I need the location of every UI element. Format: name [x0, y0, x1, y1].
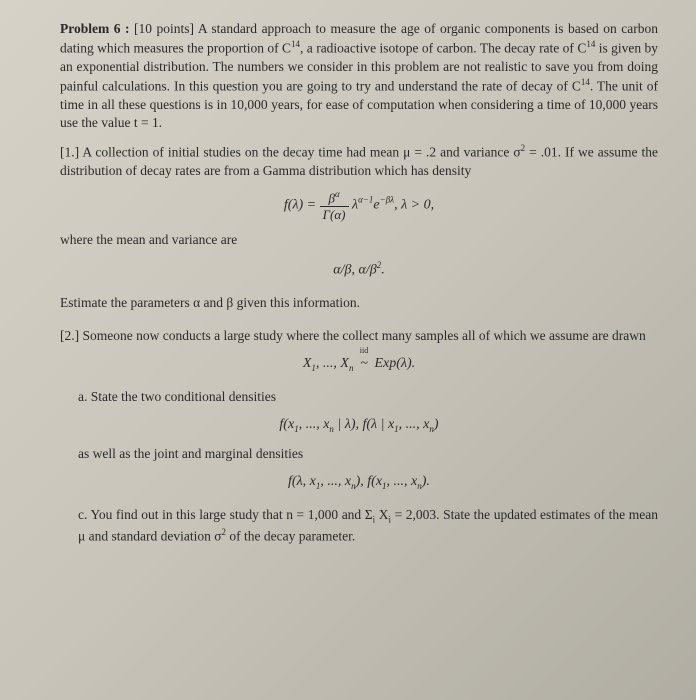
cd-4: , ..., x	[399, 417, 430, 432]
jm-4: , ..., x	[387, 474, 418, 489]
part-2c-text-1b: X	[375, 507, 388, 522]
intro-text-2: , a radioactive isotope of carbon. The d…	[300, 41, 586, 56]
part-1-label: [1.]	[60, 145, 79, 160]
part-2c-text-3: of the decay parameter.	[226, 528, 355, 543]
part-2c-text-1: You find out in this large study that n …	[90, 507, 372, 522]
sub-n: n	[349, 363, 354, 373]
problem-intro: Problem 6 : [10 points] A standard appro…	[60, 20, 658, 132]
estimate-instruction: Estimate the parameters α and β given th…	[60, 294, 658, 312]
part-2: [2.] Someone now conducts a large study …	[60, 327, 658, 345]
part-2a: a. State the two conditional densities	[78, 388, 658, 406]
tilde: ~	[360, 356, 368, 371]
mean-var-end: .	[381, 262, 385, 277]
cd-2: , ..., x	[299, 417, 330, 432]
cd-1: f(x	[279, 417, 294, 432]
c14-sup-3: 14	[581, 77, 590, 87]
mean-var-formula: α/β, α/β2.	[60, 259, 658, 281]
part-1-text-1: A collection of initial studies on the d…	[82, 145, 520, 160]
lambda-exp: α−1	[358, 195, 373, 205]
iid-label: iid	[357, 346, 371, 357]
problem-points: [10 points]	[134, 21, 194, 36]
jm-5: ).	[422, 474, 430, 489]
jm-3: ), f(x	[356, 474, 382, 489]
part-1: [1.] A collection of initial studies on …	[60, 142, 658, 180]
joint-marginal-label: as well as the joint and marginal densit…	[78, 445, 658, 463]
exp-lambda: Exp(λ).	[374, 356, 415, 371]
frac-denominator: Γ(α)	[320, 207, 349, 221]
mean-var-text: α/β, α/β	[333, 262, 376, 277]
iid-tilde: iid ~	[357, 355, 371, 374]
joint-marginal-densities: f(λ, x1, ..., xn), f(x1, ..., xn).	[60, 473, 658, 492]
part-2c: c. You find out in this large study that…	[78, 506, 658, 546]
iid-formula: X1, ..., Xn iid ~ Exp(λ).	[60, 355, 658, 374]
jm-1: f(λ, x	[288, 474, 316, 489]
problem-page: Problem 6 : [10 points] A standard appro…	[0, 0, 696, 700]
formula-condition: , λ > 0,	[394, 198, 434, 213]
c14-sup-1: 14	[291, 39, 300, 49]
part-2-label: [2.]	[60, 328, 79, 343]
part-2a-text: State the two conditional densities	[91, 389, 276, 404]
gamma-density-formula: f(λ) = βα Γ(α) λα−1e−βλ, λ > 0,	[60, 190, 658, 220]
problem-label: Problem 6 :	[60, 21, 130, 36]
jm-2: , ..., x	[320, 474, 351, 489]
x-mid: , ..., X	[316, 356, 349, 371]
part-2c-label: c.	[78, 507, 87, 522]
conditional-densities: f(x1, ..., xn | λ), f(λ | x1, ..., xn)	[60, 416, 658, 435]
alpha-sup: α	[335, 189, 340, 199]
formula-fraction: βα Γ(α)	[320, 190, 349, 220]
mean-var-label: where the mean and variance are	[60, 231, 658, 249]
c14-sup-2: 14	[586, 39, 595, 49]
e-exp: −βλ	[380, 195, 394, 205]
cd-5: )	[434, 417, 439, 432]
formula-lhs: f(λ) =	[284, 198, 320, 213]
frac-numerator: βα	[320, 190, 349, 206]
part-2-text: Someone now conducts a large study where…	[83, 328, 646, 343]
part-2a-label: a.	[78, 389, 87, 404]
cd-3: | λ), f(λ | x	[334, 417, 394, 432]
